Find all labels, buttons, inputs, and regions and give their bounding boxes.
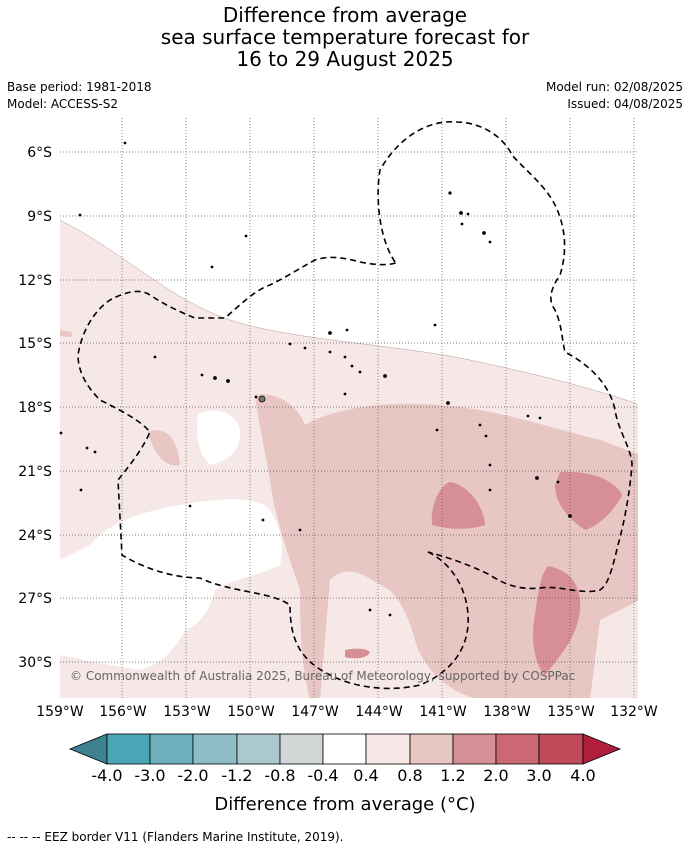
colorbar-tick: 0.4 <box>353 766 379 785</box>
colorbar-tick: -4.0 <box>91 766 123 785</box>
lat-label: 24°S <box>18 528 52 544</box>
colorbar-tick: -2.0 <box>177 766 209 785</box>
lat-label: 18°S <box>18 400 52 416</box>
colorbar-high-extend <box>582 733 622 765</box>
islands <box>59 141 572 617</box>
meta-left: Base period: 1981-2018 Model: ACCESS-S2 <box>7 79 152 113</box>
anomaly-fill <box>60 219 638 698</box>
copyright-notice: © Commonwealth of Australia 2025, Bureau… <box>70 669 576 683</box>
eez-border <box>77 121 633 690</box>
lat-label: 27°S <box>18 591 52 607</box>
model-name: Model: ACCESS-S2 <box>7 97 119 111</box>
lon-label: 135°W <box>547 704 595 720</box>
lat-label: 6°S <box>27 145 52 161</box>
colorbar <box>68 733 622 765</box>
map-title: Difference from average sea surface temp… <box>0 4 690 70</box>
base-period: Base period: 1981-2018 <box>7 80 152 94</box>
lon-label: 150°W <box>227 704 275 720</box>
lon-labels: 159°W 156°W 153°W 150°W 147°W 144°W 141°… <box>36 704 658 720</box>
lat-label: 12°S <box>18 273 52 289</box>
colorbar-swatch <box>538 733 584 765</box>
colorbar-low-extend <box>68 733 108 765</box>
colorbar-tick: -1.2 <box>221 766 253 785</box>
colorbar-swatch <box>236 733 281 765</box>
colorbar-tick: 3.0 <box>526 766 552 785</box>
lon-label: 132°W <box>610 704 658 720</box>
lon-label: 138°W <box>483 704 531 720</box>
graticule <box>60 118 638 698</box>
lon-label: 156°W <box>99 704 147 720</box>
colorbar-swatch <box>149 733 194 765</box>
title-line-3: 16 to 29 August 2025 <box>236 47 454 71</box>
colorbar-tick: 1.2 <box>440 766 466 785</box>
colorbar-swatch <box>279 733 324 765</box>
lat-label: 21°S <box>18 464 52 480</box>
meta-right: Model run: 02/08/2025 Issued: 04/08/2025 <box>546 79 683 113</box>
model-run: Model run: 02/08/2025 <box>545 80 683 94</box>
lon-label: 147°W <box>291 704 339 720</box>
lat-label: 9°S <box>27 209 52 225</box>
colorbar-swatch <box>106 733 151 765</box>
lat-label: 15°S <box>18 336 52 352</box>
lat-label: 30°S <box>18 655 52 671</box>
colorbar-swatch <box>192 733 238 765</box>
lon-label: 144°W <box>355 704 403 720</box>
issued-date: Issued: 04/08/2025 <box>567 97 683 111</box>
colorbar-tick: 0.8 <box>397 766 423 785</box>
lon-label: 159°W <box>36 704 84 720</box>
lon-label: 141°W <box>419 704 467 720</box>
colorbar-swatch <box>452 733 497 765</box>
title-line-2: sea surface temperature forecast for <box>160 25 530 49</box>
title-line-1: Difference from average <box>222 3 468 27</box>
colorbar-tick: -3.0 <box>134 766 166 785</box>
colorbar-swatch <box>365 733 411 765</box>
lon-label: 153°W <box>163 704 211 720</box>
colorbar-swatch <box>409 733 454 765</box>
colorbar-tick: -0.8 <box>264 766 296 785</box>
colorbar-swatch <box>495 733 540 765</box>
eez-legend: -- -- -- EEZ border V11 (Flanders Marine… <box>7 830 344 844</box>
colorbar-swatch <box>322 733 367 765</box>
colorbar-tick: 2.0 <box>483 766 509 785</box>
colorbar-tick: 4.0 <box>570 766 596 785</box>
colorbar-title: Difference from average (°C) <box>214 794 476 815</box>
lat-labels: 6°S 9°S 12°S 15°S 18°S 21°S 24°S 27°S 30… <box>18 145 52 671</box>
colorbar-tick: -0.4 <box>307 766 339 785</box>
